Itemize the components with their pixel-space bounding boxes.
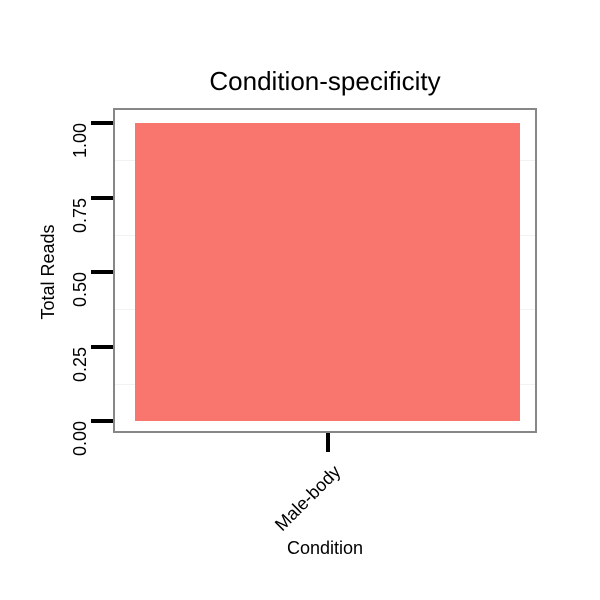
bar-male-body [135, 123, 520, 421]
y-tick-label: 0.00 [70, 421, 90, 457]
plot-panel [113, 108, 537, 433]
y-axis-tick [91, 419, 113, 423]
y-tick-label: 1.00 [70, 123, 90, 159]
y-axis-title: Total Reads [38, 224, 58, 320]
x-tick-label: Male-body [271, 461, 345, 535]
y-axis-tick [91, 195, 113, 200]
y-tick-label: 0.25 [70, 346, 90, 382]
y-tick-label: 0.50 [70, 272, 90, 308]
chart-title: Condition-specificity [209, 66, 441, 96]
x-axis-tick [325, 433, 330, 452]
y-axis-tick [91, 270, 113, 274]
x-axis-title: Condition [286, 538, 364, 558]
y-axis-tick [91, 121, 113, 125]
y-axis-tick [91, 344, 113, 349]
y-tick-label: 0.75 [70, 197, 90, 233]
